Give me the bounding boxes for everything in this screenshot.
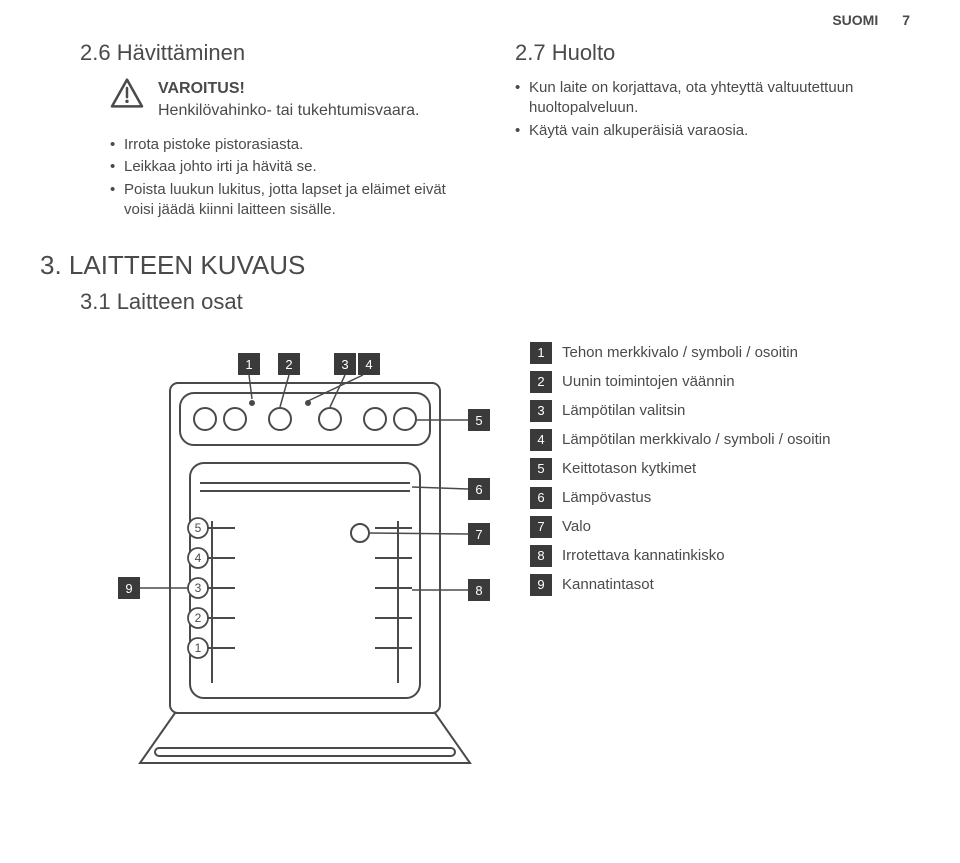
legend-row: 4 Lämpötilan merkkivalo / symboli / osoi… xyxy=(530,428,910,451)
right-bullet: Kun laite on korjattava, ota yhteyttä va… xyxy=(515,78,910,119)
legend-num: 9 xyxy=(530,574,552,596)
section-2-6-title: 2.6 Hävittäminen xyxy=(80,40,475,66)
legend-label: Tehon merkkivalo / symboli / osoitin xyxy=(562,341,798,363)
legend-num: 3 xyxy=(530,400,552,422)
left-bullet: Leikkaa johto irti ja hävitä se. xyxy=(110,157,475,177)
svg-text:4: 4 xyxy=(365,357,372,372)
legend-num: 7 xyxy=(530,516,552,538)
legend-num: 8 xyxy=(530,545,552,567)
legend-num: 6 xyxy=(530,487,552,509)
left-bullet: Poista luukun lukitus, jotta lapset ja e… xyxy=(110,180,475,221)
warning-body: Henkilövahinko- tai tukehtumisvaara. xyxy=(158,102,419,119)
col-left: 2.6 Hävittäminen VAROITUS! Henkilövahink… xyxy=(80,40,475,222)
right-bullet: Käytä vain alkuperäisiä varaosia. xyxy=(515,121,910,141)
warning-title: VAROITUS! xyxy=(158,80,245,97)
legend-row: 7 Valo xyxy=(530,515,910,538)
legend-num: 5 xyxy=(530,458,552,480)
left-bullets: Irrota pistoke pistorasiasta. Leikkaa jo… xyxy=(110,135,475,220)
legend-row: 2 Uunin toimintojen väännin xyxy=(530,370,910,393)
legend-row: 1 Tehon merkkivalo / symboli / osoitin xyxy=(530,341,910,364)
svg-text:8: 8 xyxy=(475,583,482,598)
oven-diagram: 1 2 3 4 5 6 7 xyxy=(80,333,500,778)
section-2-7-title: 2.7 Huolto xyxy=(515,40,910,66)
warning-triangle-icon xyxy=(110,78,144,108)
svg-text:9: 9 xyxy=(125,581,132,596)
legend-num: 4 xyxy=(530,429,552,451)
svg-text:2: 2 xyxy=(195,611,202,625)
legend-row: 3 Lämpötilan valitsin xyxy=(530,399,910,422)
legend-label: Kannatintasot xyxy=(562,573,654,595)
legend-label: Lämpövastus xyxy=(562,486,651,508)
legend-label: Lämpötilan valitsin xyxy=(562,399,685,421)
svg-text:3: 3 xyxy=(195,581,202,595)
lower-row: 1 2 3 4 5 6 7 xyxy=(80,333,910,778)
svg-text:3: 3 xyxy=(341,357,348,372)
header-page: 7 xyxy=(902,12,910,28)
warning-block: VAROITUS! Henkilövahinko- tai tukehtumis… xyxy=(110,78,475,121)
legend-row: 5 Keittotason kytkimet xyxy=(530,457,910,480)
legend-label: Uunin toimintojen väännin xyxy=(562,370,735,392)
legend-label: Keittotason kytkimet xyxy=(562,457,696,479)
right-bullets: Kun laite on korjattava, ota yhteyttä va… xyxy=(515,78,910,141)
section-3-title: 3. LAITTEEN KUVAUS xyxy=(40,250,910,281)
left-bullet: Irrota pistoke pistorasiasta. xyxy=(110,135,475,155)
svg-text:7: 7 xyxy=(475,527,482,542)
legend-num: 2 xyxy=(530,371,552,393)
legend-label: Lämpötilan merkkivalo / symboli / osoiti… xyxy=(562,428,830,450)
parts-legend: 1 Tehon merkkivalo / symboli / osoitin 2… xyxy=(530,333,910,778)
svg-text:5: 5 xyxy=(195,521,202,535)
legend-row: 9 Kannatintasot xyxy=(530,573,910,596)
svg-text:1: 1 xyxy=(195,641,202,655)
svg-text:5: 5 xyxy=(475,413,482,428)
svg-text:4: 4 xyxy=(195,551,202,565)
legend-row: 6 Lämpövastus xyxy=(530,486,910,509)
svg-text:2: 2 xyxy=(285,357,292,372)
legend-num: 1 xyxy=(530,342,552,364)
svg-text:1: 1 xyxy=(245,357,252,372)
legend-row: 8 Irrotettava kannatinkisko xyxy=(530,544,910,567)
col-right: 2.7 Huolto Kun laite on korjattava, ota … xyxy=(515,40,910,222)
svg-text:6: 6 xyxy=(475,482,482,497)
warning-text: VAROITUS! Henkilövahinko- tai tukehtumis… xyxy=(158,78,419,121)
legend-label: Valo xyxy=(562,515,591,537)
header-lang: SUOMI xyxy=(832,12,878,28)
top-two-columns: 2.6 Hävittäminen VAROITUS! Henkilövahink… xyxy=(80,40,910,222)
page-header: SUOMI 7 xyxy=(832,12,910,28)
section-3-1-title: 3.1 Laitteen osat xyxy=(80,289,910,315)
legend-label: Irrotettava kannatinkisko xyxy=(562,544,725,566)
